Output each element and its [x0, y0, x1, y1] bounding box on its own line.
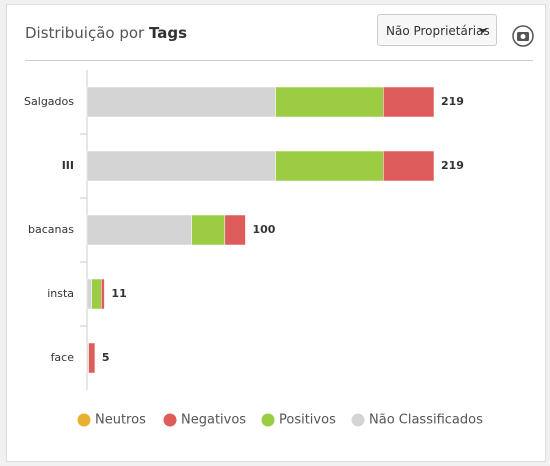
bar-segment: [383, 86, 435, 118]
bar-segment: [191, 214, 226, 246]
legend-marker: [163, 413, 177, 427]
bar-segment: [91, 278, 102, 310]
title-bold: Tags: [148, 24, 188, 42]
dropdown-label: Não Proprietárias: [386, 24, 490, 38]
y-tick-label: III: [62, 159, 74, 172]
title: Distribuição por Tags: [25, 24, 187, 42]
legend-label: Neutros: [95, 413, 146, 428]
legend-label: Positivos: [279, 413, 336, 428]
total-label: 219: [441, 159, 464, 172]
y-tick-label: face: [51, 351, 75, 364]
bar-segment: [275, 86, 384, 118]
legend-marker: [261, 413, 275, 427]
camera-button[interactable]: [512, 25, 534, 47]
caret: [479, 29, 487, 33]
y-tick-label: bacanas: [28, 223, 74, 236]
bar-segment: [224, 214, 246, 246]
legend-label: Não Classificados: [369, 413, 483, 428]
legend-label: Negativos: [181, 413, 246, 428]
dropdown[interactable]: Não Proprietárias: [377, 14, 497, 46]
total-label: 5: [102, 351, 110, 364]
bar-segment: [275, 150, 384, 182]
legend-marker: [77, 413, 91, 427]
bar-segment: [101, 278, 105, 310]
divider: [25, 60, 533, 61]
legend-marker: [351, 413, 365, 427]
bar-segment: [88, 342, 96, 374]
bar-segment: [383, 150, 435, 182]
bar-segment: [86, 278, 93, 310]
title-text: Distribuição por: [25, 24, 145, 42]
bar-segment: [86, 150, 276, 182]
y-tick-label: insta: [47, 287, 74, 300]
camera-lens: [520, 34, 526, 39]
total-label: 100: [252, 223, 275, 236]
total-label: 219: [441, 95, 464, 108]
bar-segment: [86, 214, 192, 246]
bar-segment: [86, 86, 276, 118]
total-label: 11: [111, 287, 126, 300]
y-tick-label: Salgados: [24, 95, 74, 108]
